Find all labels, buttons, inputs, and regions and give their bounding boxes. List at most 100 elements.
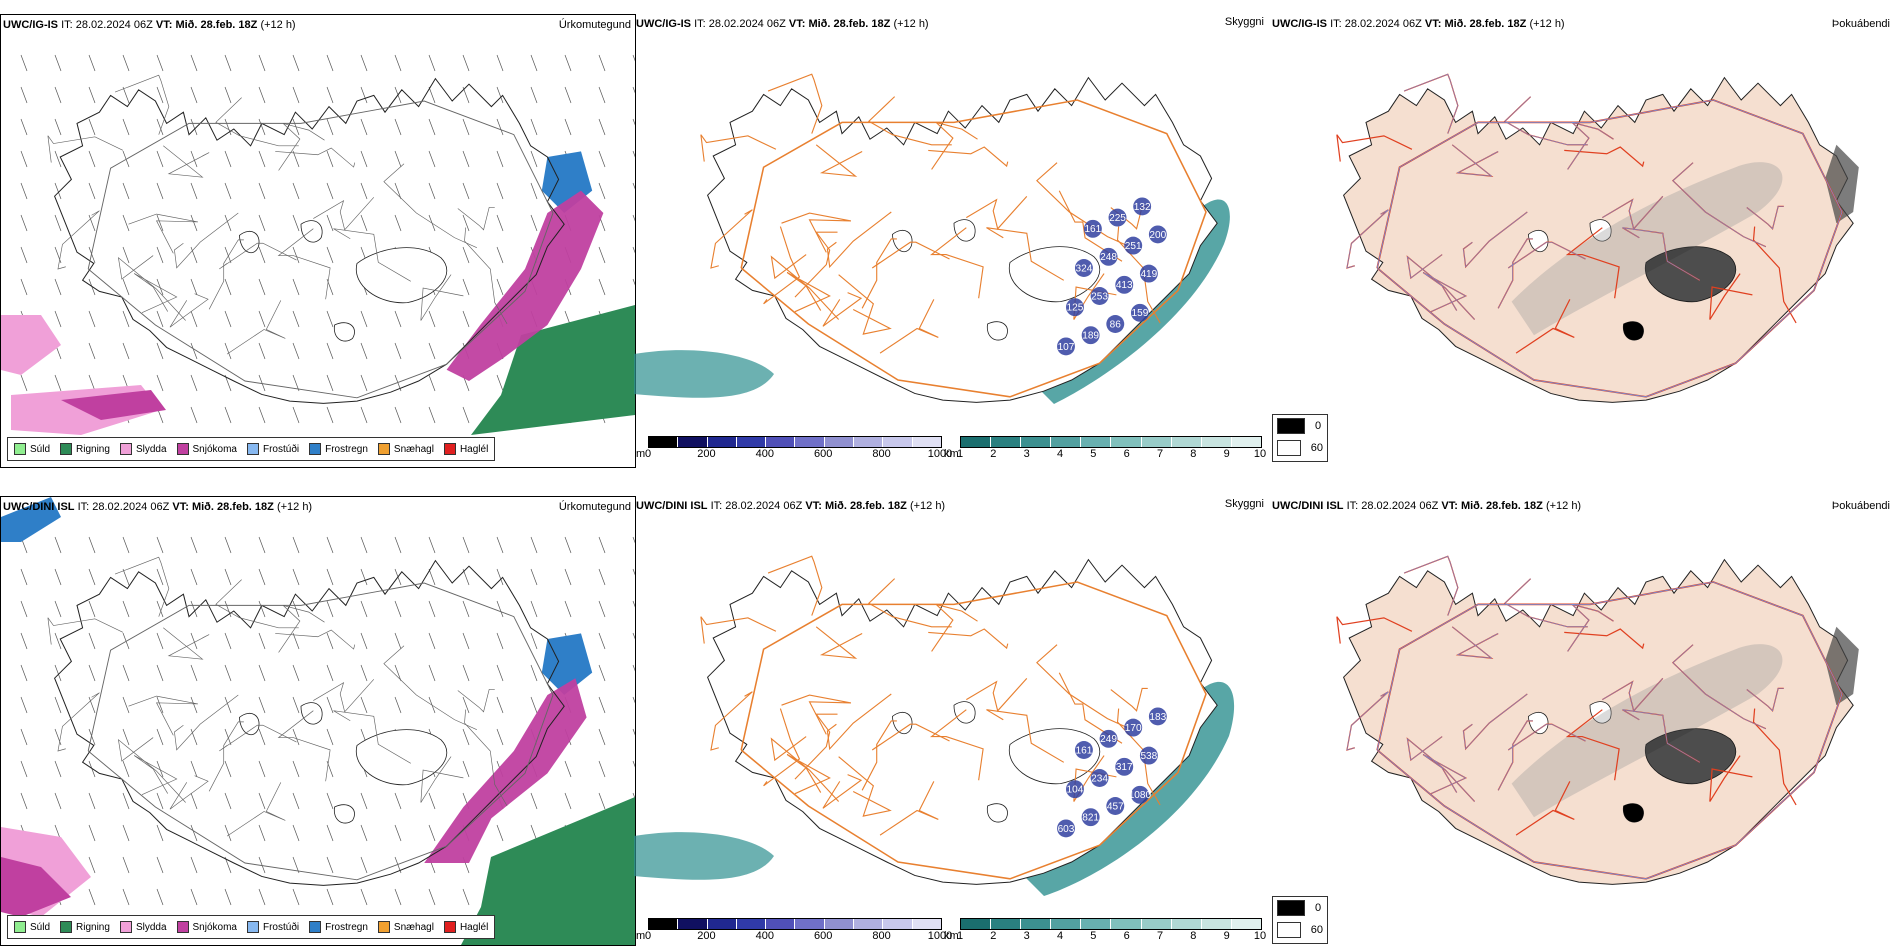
wind-barb [632,696,635,704]
wind-barb [598,728,606,746]
wind-barb [394,664,402,682]
road-line [1672,644,1766,729]
wind-barb [530,118,538,136]
wind-barb [224,54,232,72]
fog-panel-row2: UWC/DINI ISL IT: 28.02.2024 06Z VT: Mið.… [1270,496,1900,944]
wind-barb [598,246,606,264]
cloud-base-cell [1090,287,1109,305]
wind-barb [292,54,300,72]
wind-barb [258,342,266,360]
wind-barb [88,246,96,264]
wind-barb [122,246,130,264]
wind-barb [496,824,504,842]
road-line [815,626,863,659]
wind-barb [224,150,232,168]
wind-barb [326,824,334,842]
wind-barb [394,696,402,714]
wind-barb [122,536,130,554]
panel-title-row1-visibility: UWC/IG-IS IT: 28.02.2024 06Z VT: Mið. 28… [636,18,929,30]
wind-barb [292,792,300,810]
wind-barb [530,214,538,232]
road-line [226,300,286,355]
wind-barb [156,214,164,232]
road-line [383,163,477,249]
cloud-base-cell [1139,746,1158,765]
road-line [226,782,286,837]
wind-barb [394,214,402,232]
road-line [986,709,1065,763]
wind-barb [598,792,606,810]
wind-barb [428,824,436,842]
visibility-unit-row1: km [944,448,959,460]
road-line [457,689,495,713]
wind-barb [190,86,198,104]
road-line [1746,688,1784,712]
precip-legend-item: Rigning [60,443,110,455]
wind-barb [326,374,334,392]
cloud-base-cell [1083,219,1102,238]
road-line [215,97,299,147]
fog-map-row2 [1336,555,1859,885]
wind-barb [224,632,232,650]
road-line [420,274,464,321]
wind-barb [394,150,402,168]
cloud-base-cell [1099,247,1118,266]
wind-barb [54,310,62,328]
road-line [861,720,897,791]
legend-swatch [443,921,456,933]
wind-barb [122,760,130,778]
wind-barb [122,664,130,682]
legend-swatch [246,443,259,455]
colorbar-segment [1051,437,1082,447]
wind-barb [54,246,62,264]
glacier-outline [891,712,913,735]
wind-barb [258,888,266,906]
visibility-colorbar-row1 [960,436,1262,448]
wind-barb [88,568,96,586]
wind-barb [598,182,606,200]
road-line [786,753,831,795]
fog-legend-row: 0 [1273,897,1327,919]
wind-barb [258,214,266,232]
wind-barb [54,374,62,392]
road-line [47,617,124,645]
legend-label: Snjókoma [192,921,237,933]
wind-barb [496,568,504,586]
wind-barb [496,278,504,296]
wind-barb [156,856,164,874]
glacier-outline [300,220,323,243]
colorbar-tick: 1 [956,930,964,942]
road-line [867,578,952,628]
wind-barb [258,632,266,650]
legend-swatch [377,921,390,933]
wind-barb [258,86,266,104]
colorbar-tick: 8 [1190,448,1197,460]
coastal-fog-area [1825,144,1859,224]
road-line [1407,736,1475,802]
wind-barb [88,86,96,104]
wind-barb [88,214,96,232]
wind-barb [326,696,334,714]
wind-barb [496,246,504,264]
glacier-outline [1008,728,1101,785]
road-line [1622,227,1700,281]
wind-barb [258,600,266,618]
colorbar-tick: 1 [956,448,964,460]
colorbar-tick: 800 [872,448,891,460]
wind-barb [632,760,635,768]
road-line [57,210,100,270]
wind-barb [190,374,198,392]
wind-barb [258,246,266,264]
wind-barb [530,182,538,200]
wind-barb [258,728,266,746]
wind-barb [224,182,232,200]
colorbar-tick: 7 [1156,930,1164,942]
glacier-outline [1527,712,1549,735]
road-line [333,710,411,764]
glacier-outline [333,322,355,342]
colorbar-tick: 1000 [927,930,953,942]
road-line [383,645,477,731]
legend-label: Frostúði [262,921,300,933]
road-line [879,781,939,836]
legend-label: Haglél [459,921,489,933]
